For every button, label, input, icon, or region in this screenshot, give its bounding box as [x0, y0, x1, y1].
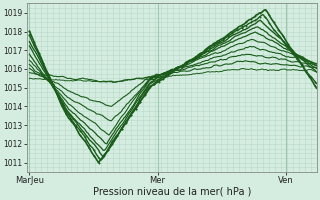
- X-axis label: Pression niveau de la mer( hPa ): Pression niveau de la mer( hPa ): [92, 187, 251, 197]
